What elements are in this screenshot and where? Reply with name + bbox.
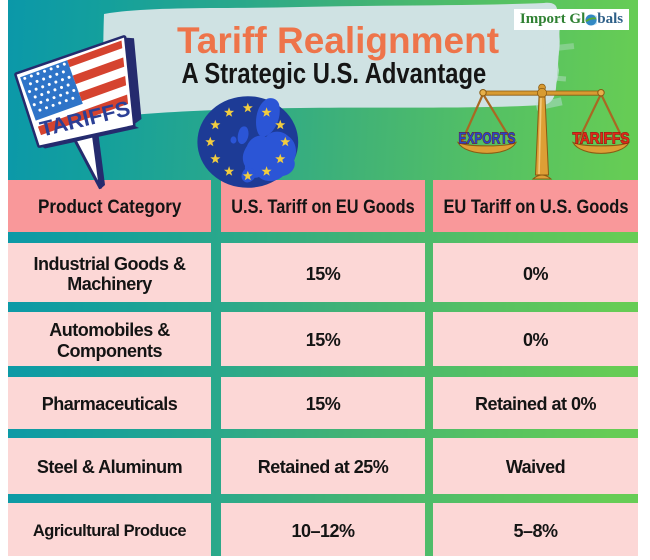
svg-text:EXPORTS: EXPORTS xyxy=(459,131,516,148)
svg-text:TARIFFS: TARIFFS xyxy=(573,131,630,148)
